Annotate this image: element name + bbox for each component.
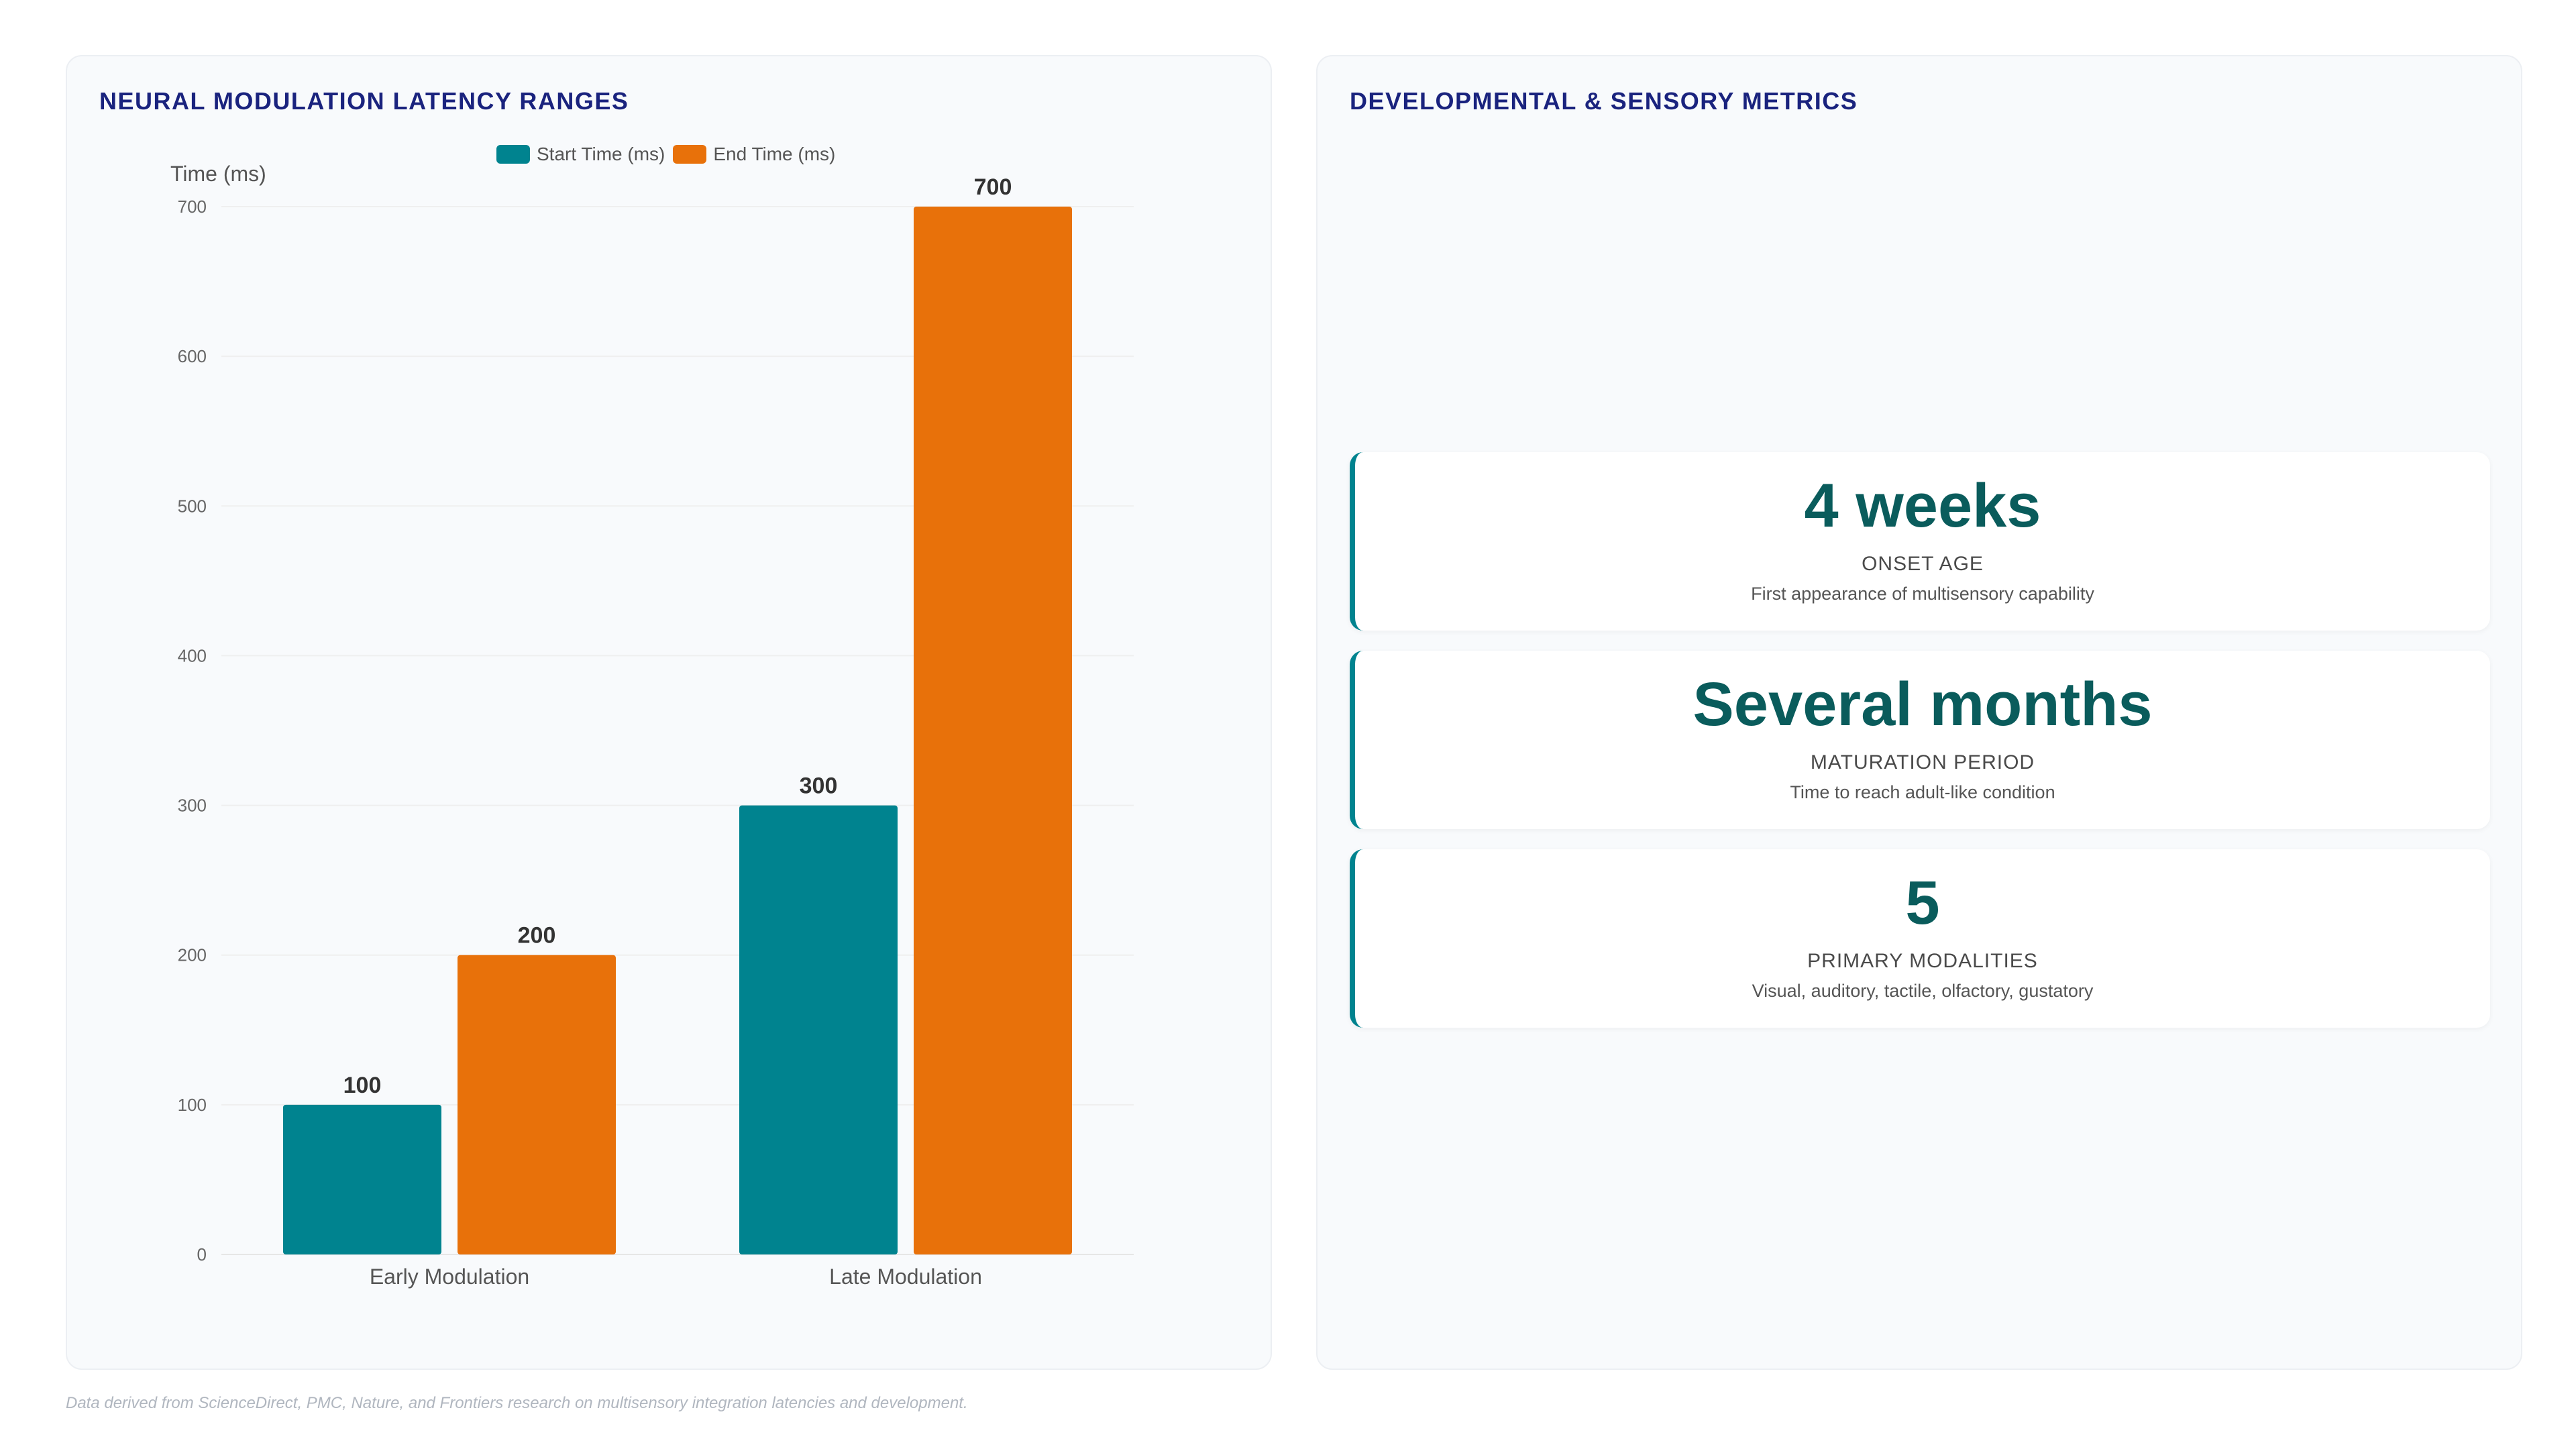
metric-value: 5: [1905, 869, 1940, 937]
metric-card-maturation: Several months MATURATION PERIOD Time to…: [1350, 651, 2490, 829]
y-tick-label: 500: [178, 496, 207, 516]
chart-panel-title: NEURAL MODULATION LATENCY RANGES: [99, 87, 629, 115]
y-tick-label: 700: [178, 197, 207, 217]
metrics-panel-title: DEVELOPMENTAL & SENSORY METRICS: [1350, 87, 1858, 115]
y-axis-label: Time (ms): [170, 162, 266, 186]
bar-value-label: 700: [974, 174, 1012, 200]
x-category-label: Late Modulation: [829, 1265, 982, 1289]
metrics-panel: DEVELOPMENTAL & SENSORY METRICS 4 weeks …: [1316, 55, 2522, 1370]
metric-description: First appearance of multisensory capabil…: [1751, 584, 2094, 604]
legend-swatch-start: [496, 145, 530, 164]
bar-value-label: 300: [800, 773, 838, 799]
legend-label-start: Start Time (ms): [537, 144, 665, 164]
chart-legend: Start Time (ms) End Time (ms): [496, 144, 843, 165]
y-tick-label: 600: [178, 346, 207, 366]
metric-description: Visual, auditory, tactile, olfactory, gu…: [1752, 981, 2094, 1001]
metric-label: ONSET AGE: [1862, 553, 1984, 575]
y-axis-ticks: 0 100 200 300 400 500 600 700: [178, 197, 207, 1265]
y-tick-label: 100: [178, 1095, 207, 1115]
legend-swatch-end: [673, 145, 707, 164]
y-tick-label: 200: [178, 945, 207, 965]
x-axis-labels: Early Modulation Late Modulation: [370, 1265, 982, 1289]
bar-end-0[interactable]: [458, 955, 616, 1254]
y-tick-label: 300: [178, 796, 207, 816]
legend-label-end: End Time (ms): [713, 144, 836, 164]
bar-start-0[interactable]: [283, 1104, 441, 1254]
metric-value: Several months: [1693, 670, 2153, 739]
bar-value-label: 100: [343, 1073, 382, 1098]
bar-end-1[interactable]: [914, 207, 1072, 1254]
metric-cards: 4 weeks ONSET AGE First appearance of mu…: [1350, 452, 2490, 1048]
latency-chart-panel: NEURAL MODULATION LATENCY RANGES Start T…: [66, 55, 1272, 1370]
source-footnote: Data derived from ScienceDirect, PMC, Na…: [66, 1394, 968, 1412]
bar-value-label: 200: [518, 923, 556, 949]
bars: 100 200 300 700: [283, 174, 1072, 1254]
legend-item-start[interactable]: Start Time (ms): [496, 144, 665, 165]
metric-description: Time to reach adult-like condition: [1790, 782, 2055, 802]
metric-card-modalities: 5 PRIMARY MODALITIES Visual, auditory, t…: [1350, 849, 2490, 1028]
metric-value: 4 weeks: [1804, 472, 2041, 540]
x-category-label: Early Modulation: [370, 1265, 529, 1289]
legend-item-end[interactable]: End Time (ms): [673, 144, 835, 165]
metric-label: MATURATION PERIOD: [1810, 751, 2035, 773]
y-tick-label: 0: [197, 1244, 207, 1265]
metric-label: PRIMARY MODALITIES: [1807, 950, 2038, 972]
y-tick-label: 400: [178, 645, 207, 665]
bar-start-1[interactable]: [739, 805, 898, 1254]
metric-card-onset: 4 weeks ONSET AGE First appearance of mu…: [1350, 452, 2490, 631]
bar-chart: Time (ms) 0 100 200 300 400 500 600 700 100 200 3…: [170, 162, 1134, 1289]
